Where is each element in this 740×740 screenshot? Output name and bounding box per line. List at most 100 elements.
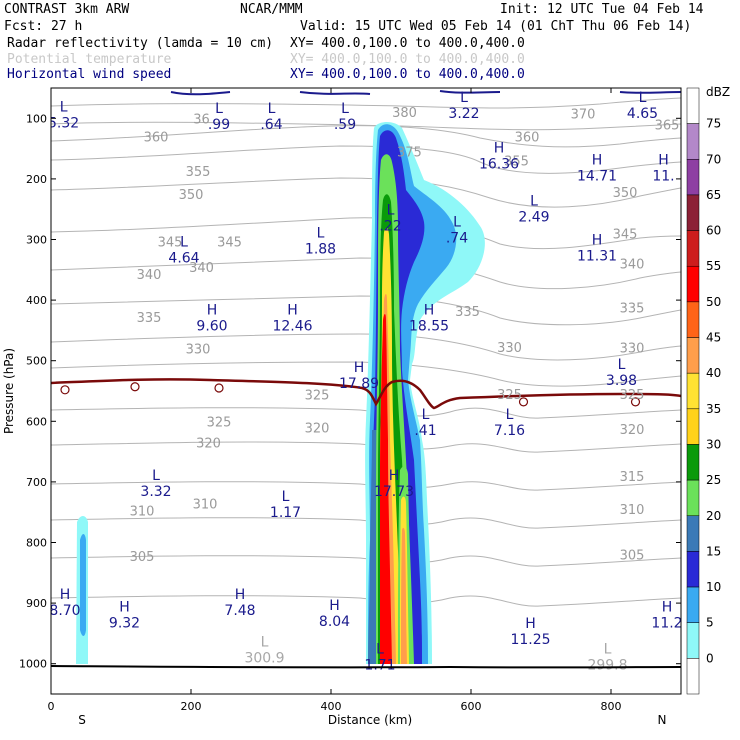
valid-time: Valid: 15 UTC Wed 05 Feb 14 (01 ChT Thu … <box>300 19 691 34</box>
extremum-value: 8.70 <box>49 603 80 619</box>
theta-contour-label: 330 <box>497 341 522 356</box>
y-tick-label: 300 <box>26 234 47 247</box>
wind-max-label: H11.25 <box>510 616 550 648</box>
x-axis-left-end-label: S <box>78 713 86 727</box>
theta-contour-label: 360 <box>144 130 169 145</box>
colorbar-swatch <box>686 658 700 695</box>
field-reflectivity-label: Radar reflectivity (lamda = 10 cm) <box>7 36 273 51</box>
reflectivity-field <box>76 122 485 664</box>
model-title: CONTRAST 3km ARW <box>4 2 129 17</box>
theta-contour-label: 350 <box>179 188 204 203</box>
theta-contour-label: 325 <box>497 388 522 403</box>
extremum-value: .59 <box>334 117 356 133</box>
colorbar-swatch <box>686 372 700 410</box>
extremum-value: .22 <box>379 218 401 234</box>
wind-contour-top <box>170 90 681 96</box>
wind-min-label: L.59 <box>334 101 356 133</box>
extremum-value: 17.73 <box>374 484 414 500</box>
wind-min-label: L3.22 <box>448 90 479 122</box>
colorbar-level-label: 0 <box>706 651 714 665</box>
extremum-value: 18.55 <box>409 318 449 334</box>
reflectivity-isolated-cell-15 <box>80 534 86 636</box>
extremum-value: 9.60 <box>196 318 227 334</box>
wind-max-label: H11.2 <box>651 599 681 631</box>
extremum-type: H <box>592 153 603 169</box>
colorbar-swatch <box>686 479 700 517</box>
colorbar-level-label: 35 <box>706 402 721 416</box>
extremum-type: H <box>658 153 669 169</box>
extremum-value: 8.04 <box>319 614 350 630</box>
org-label: NCAR/MMM <box>240 2 303 17</box>
zero-line-labels <box>60 382 641 407</box>
theta-contour-label: 340 <box>137 268 162 283</box>
colorbar-swatch <box>686 551 700 588</box>
extremum-type: L <box>268 101 276 117</box>
extremum-value: 300.9 <box>244 650 284 666</box>
theta-contour-label: 36 <box>193 112 210 127</box>
colorbar-swatch <box>686 444 700 481</box>
extremum-value: 3.98 <box>606 373 637 389</box>
wind-min-label: L7.16 <box>494 407 525 439</box>
extremum-type: H <box>207 302 218 318</box>
field-reflectivity-xy: XY= 400.0,100.0 to 400.0,400.0 <box>290 36 525 51</box>
theta-contour-label: 325 <box>207 415 232 430</box>
extremum-type: H <box>354 360 365 376</box>
theta-contour-label: 355 <box>186 165 211 180</box>
extremum-value: .64 <box>260 117 282 133</box>
extremum-value: 4.64 <box>168 250 199 266</box>
colorbar-level-label: 55 <box>706 259 721 273</box>
theta-contour <box>51 217 681 250</box>
axis-tick-labels: 100 200 300 400 500 600 700 800 900 1000 0 200 400 60… <box>19 112 622 713</box>
extremum-type: L <box>460 90 468 106</box>
wind-max-label: H8.04 <box>319 598 350 630</box>
extremum-type: H <box>424 302 435 318</box>
wind-max-label: H17.73 <box>374 468 414 500</box>
extremum-type: H <box>525 616 536 632</box>
x-axis-right-end-label: N <box>658 713 667 727</box>
extremum-type: L <box>422 407 430 423</box>
field-wind-label: Horizontal wind speed <box>7 67 171 82</box>
wind-min-label: L4.64 <box>168 234 199 266</box>
extremum-type: H <box>235 587 246 603</box>
init-time: Init: 12 UTC Tue 04 Feb 14 <box>500 2 704 17</box>
extremum-value: 7.16 <box>494 423 525 439</box>
y-tick-label: 400 <box>26 294 47 307</box>
colorbar-swatch <box>686 194 700 231</box>
field-theta-xy: XY= 400.0,100.0 to 400.0,400.0 <box>290 52 525 67</box>
extremum-type: L <box>261 634 269 650</box>
reflectivity-50dbz <box>380 314 392 664</box>
x-tick-label: 600 <box>461 700 482 713</box>
extremum-value: 1.88 <box>305 241 336 257</box>
wind-max-label: H16.36 <box>479 141 519 173</box>
wind-max-label: H9.60 <box>196 302 227 334</box>
extremum-value: 2.49 <box>518 209 549 225</box>
extremum-type: L <box>506 407 514 423</box>
y-tick-label: 200 <box>26 173 47 186</box>
extremum-type: H <box>662 599 673 615</box>
extremum-value: 3.32 <box>140 484 171 500</box>
extremum-type: H <box>287 302 298 318</box>
theta-contour-label: 370 <box>571 107 596 122</box>
theta-contour-label: 330 <box>186 343 211 358</box>
extremum-type: H <box>60 587 71 603</box>
extremum-type: H <box>494 141 505 157</box>
wind-max-label: H14.71 <box>577 153 617 185</box>
theta-contour-label: 350 <box>613 186 638 201</box>
wind-min-label: L4.65 <box>627 90 658 122</box>
theta-contour <box>51 361 681 387</box>
colorbar-unit: dBZ <box>706 85 730 99</box>
extremum-type: H <box>329 598 340 614</box>
plot-frame <box>50 87 682 695</box>
extremum-value: 16.36 <box>479 157 519 173</box>
extremum-type: L <box>282 489 290 505</box>
y-tick-label: 700 <box>26 476 47 489</box>
wind-min-label: L1.88 <box>305 225 336 257</box>
theta-contour-label: 320 <box>305 421 330 436</box>
colorbar-level-label: 10 <box>706 580 721 594</box>
colorbar-level-label: 25 <box>706 473 721 487</box>
theta-contour-label: 305 <box>130 550 155 565</box>
theta-contour-label: 345 <box>217 235 242 250</box>
